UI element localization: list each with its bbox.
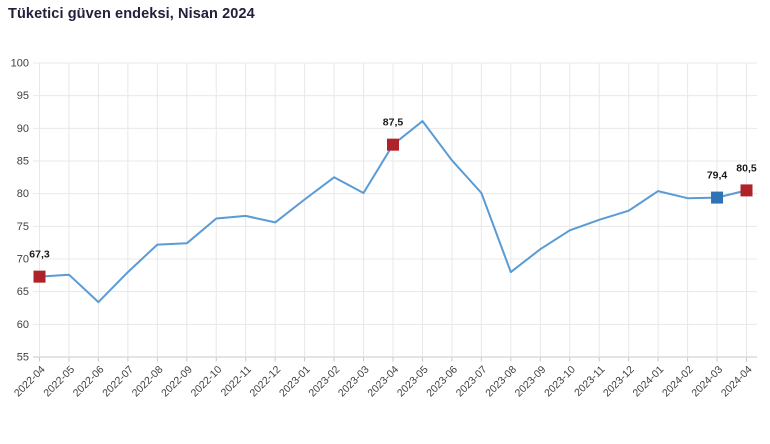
x-tick-label: 2023-01: [277, 364, 313, 400]
data-point-marker: [33, 270, 46, 283]
x-tick-label: 2022-05: [41, 364, 77, 400]
x-tick-label: 2023-12: [601, 364, 637, 400]
y-tick-label: 85: [17, 156, 29, 168]
x-tick-label: 2022-10: [189, 364, 225, 400]
x-tick-label: 2023-10: [542, 364, 578, 400]
data-point-label: 87,5: [383, 117, 404, 129]
x-tick-label: 2023-03: [336, 364, 372, 400]
x-tick-label: 2023-08: [483, 364, 519, 400]
x-tick-label: 2023-07: [454, 364, 490, 400]
y-tick-label: 70: [17, 254, 29, 266]
data-point-label: 80,5: [736, 162, 757, 174]
x-tick-label: 2023-11: [572, 364, 607, 399]
x-tick-label: 2022-07: [100, 364, 136, 400]
x-tick-label: 2023-05: [395, 364, 431, 400]
x-tick-label: 2024-03: [689, 364, 725, 400]
x-tick-label: 2022-09: [159, 364, 195, 400]
y-tick-label: 60: [17, 319, 29, 331]
y-tick-label: 80: [17, 188, 29, 200]
y-tick-label: 95: [17, 90, 29, 102]
x-tick-label: 2022-11: [219, 364, 254, 399]
y-tick-label: 90: [17, 123, 29, 135]
x-tick-label: 2024-02: [660, 364, 696, 400]
data-point-label: 67,3: [29, 249, 50, 261]
data-point-marker: [711, 191, 724, 204]
x-tick-label: 2023-04: [365, 364, 401, 400]
data-point-marker: [740, 184, 753, 197]
y-tick-label: 65: [17, 286, 29, 298]
y-tick-label: 100: [11, 58, 29, 70]
x-tick-label: 2023-09: [513, 364, 549, 400]
y-tick-label: 55: [17, 352, 29, 364]
x-tick-label: 2023-02: [306, 364, 342, 400]
x-tick-label: 2022-12: [248, 364, 284, 400]
data-point-label: 79,4: [707, 170, 728, 182]
x-tick-label: 2022-08: [130, 364, 166, 400]
x-tick-label: 2024-04: [719, 364, 755, 400]
x-tick-label: 2024-01: [631, 364, 667, 400]
y-tick-label: 75: [17, 221, 29, 233]
page-title: Tüketici güven endeksi, Nisan 2024: [8, 6, 255, 22]
x-tick-label: 2023-06: [424, 364, 460, 400]
x-tick-label: 2022-04: [12, 364, 48, 400]
x-tick-label: 2022-06: [71, 364, 107, 400]
data-point-marker: [387, 138, 399, 151]
